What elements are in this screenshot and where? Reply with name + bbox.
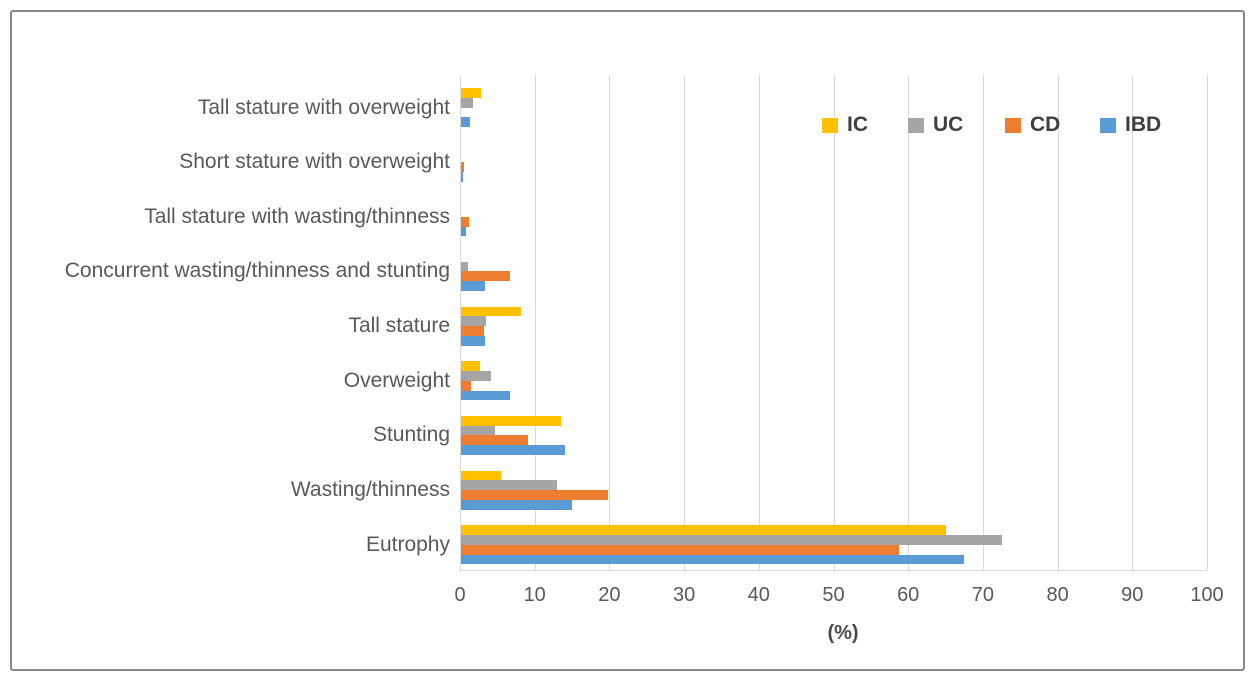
x-tick-label: 90 — [1121, 584, 1144, 606]
category-label: Wasting/thinness — [290, 478, 450, 502]
bar-ic — [461, 306, 521, 317]
legend-swatch-cd — [1005, 117, 1021, 133]
bar-uc — [461, 371, 491, 381]
x-tick-label: 20 — [598, 584, 621, 606]
bar-ibd — [461, 117, 470, 127]
bar-ibd — [461, 171, 464, 182]
category-label: Concurrent wasting/thinness and stunting — [64, 259, 450, 283]
gridline — [833, 75, 835, 570]
bar-cd — [461, 490, 609, 500]
x-tick-label: 40 — [747, 584, 770, 606]
legend-swatch-ic — [822, 117, 838, 133]
gridline — [534, 75, 536, 570]
bar-uc — [461, 425, 495, 436]
bar-ic — [461, 525, 946, 536]
x-tick-label: 10 — [523, 584, 546, 606]
category-label: Short stature with overweight — [179, 150, 450, 174]
legend-item-ic: IC — [822, 110, 868, 140]
legend-item-uc: UC — [908, 110, 963, 140]
category-label: Tall stature with overweight — [197, 95, 450, 119]
gridline — [982, 75, 984, 570]
legend-item-cd: CD — [1005, 110, 1060, 140]
bar-ibd — [461, 335, 485, 346]
x-tick-label: 70 — [971, 584, 995, 606]
category-label: Eutrophy — [365, 532, 450, 556]
bar-ic — [461, 361, 481, 372]
legend-swatch-ibd — [1100, 117, 1116, 133]
legend-label: IBD — [1125, 113, 1162, 136]
bar-ic — [461, 470, 501, 481]
y-axis-line — [460, 75, 461, 570]
x-tick-label: 50 — [822, 584, 845, 606]
bar-ic — [461, 415, 562, 426]
gridline — [684, 75, 686, 570]
gridline — [1057, 75, 1059, 570]
x-tick-label: 60 — [897, 584, 920, 606]
x-tick-label: 0 — [454, 584, 466, 606]
category-label: Tall stature with wasting/thinness — [144, 204, 450, 228]
category-label: Overweight — [343, 368, 450, 392]
x-tick-label: 80 — [1046, 584, 1069, 606]
x-tick-label: 30 — [672, 584, 696, 606]
bar-uc — [461, 316, 487, 327]
gridline — [1132, 75, 1134, 570]
bar-ic — [461, 88, 482, 98]
bar-ibd — [461, 281, 485, 291]
gridline — [609, 75, 611, 570]
bar-cd — [461, 271, 511, 282]
bar-uc — [461, 261, 469, 272]
bar-cd — [461, 216, 470, 227]
bar-cd — [461, 544, 899, 555]
bar-cd — [461, 326, 485, 336]
legend-label: IC — [847, 113, 868, 136]
legend-item-ibd: IBD — [1100, 110, 1161, 140]
gridline — [1207, 75, 1208, 570]
gridline — [758, 75, 760, 570]
bar-ibd — [461, 445, 565, 455]
bar-uc — [461, 97, 473, 108]
category-label: Stunting — [372, 423, 450, 447]
bar-cd — [461, 162, 464, 172]
x-axis-line — [460, 570, 1207, 571]
x-tick-label: 100 — [1190, 584, 1224, 606]
gridline — [908, 75, 910, 570]
x-axis-title: (%) — [827, 622, 859, 644]
bar-uc — [461, 480, 557, 491]
bar-ibd — [461, 390, 511, 401]
bar-ibd — [461, 554, 964, 565]
category-label: Tall stature — [348, 314, 450, 338]
bar-cd — [461, 380, 471, 391]
legend-label: UC — [933, 113, 964, 136]
bar-cd — [461, 435, 529, 446]
legend-swatch-uc — [908, 117, 924, 133]
bar-ibd — [461, 226, 467, 237]
legend-label: CD — [1030, 113, 1061, 136]
bar-uc — [461, 535, 1002, 545]
bar-ibd — [461, 499, 573, 510]
